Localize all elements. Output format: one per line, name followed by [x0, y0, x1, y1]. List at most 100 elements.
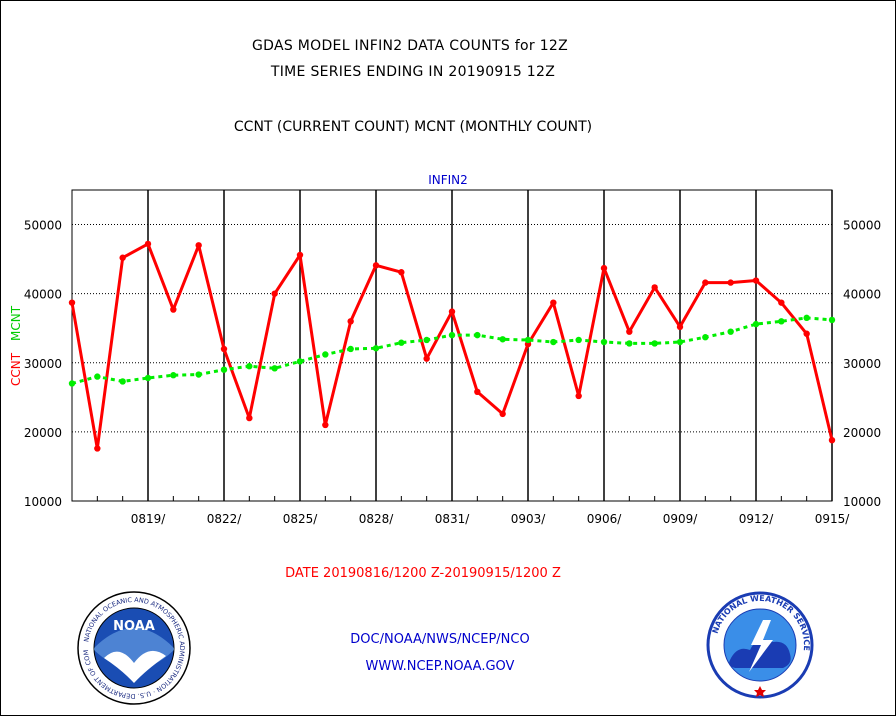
data-point-ccnt: [296, 251, 304, 259]
data-point-mcnt: [575, 336, 582, 344]
data-point-ccnt: [448, 308, 456, 315]
data-point-ccnt: [474, 388, 481, 396]
data-point-mcnt: [676, 338, 684, 346]
data-point-ccnt: [499, 410, 506, 418]
data-point-ccnt: [372, 262, 380, 269]
data-point-mcnt: [220, 366, 228, 373]
data-point-mcnt: [271, 365, 278, 372]
data-point-ccnt: [398, 269, 405, 276]
y-tick-label-right: 10000: [843, 495, 881, 509]
data-point-mcnt: [448, 331, 456, 339]
data-point-ccnt: [727, 279, 734, 286]
x-tick-label: 0819/: [131, 512, 167, 526]
x-tick-label: 0909/: [663, 512, 699, 526]
y-tick-label-right: 30000: [843, 357, 881, 371]
data-point-ccnt: [423, 355, 430, 362]
data-point-ccnt: [322, 421, 329, 429]
data-point-ccnt: [170, 306, 177, 313]
data-point-ccnt: [271, 290, 278, 297]
data-point-mcnt: [195, 371, 202, 378]
chart-title-line2: TIME SERIES ENDING IN 20190915 12Z: [270, 64, 556, 80]
y-tick-label-left: 40000: [24, 288, 62, 302]
data-point-mcnt: [246, 363, 253, 370]
data-point-mcnt: [499, 336, 506, 343]
data-point-ccnt: [550, 299, 557, 306]
y-tick-label-left: 30000: [24, 357, 62, 371]
x-tick-label: 0822/: [207, 512, 243, 526]
ylabel-ccnt: CCNT: [9, 352, 23, 386]
data-point-mcnt: [828, 316, 836, 324]
y-axis-label: CCNT MCNT: [9, 305, 23, 386]
y-tick-label-left: 20000: [24, 426, 62, 440]
data-point-mcnt: [600, 338, 608, 346]
data-point-mcnt: [423, 336, 430, 344]
data-point-ccnt: [828, 436, 836, 444]
data-point-mcnt: [372, 345, 380, 352]
ylabel-mcnt: MCNT: [9, 305, 23, 341]
y-tick-label-right: 50000: [843, 219, 881, 233]
data-point-mcnt: [347, 345, 354, 353]
star-icon: [754, 686, 766, 697]
data-point-ccnt: [347, 318, 354, 325]
data-point-ccnt: [68, 299, 76, 306]
data-point-ccnt: [651, 284, 658, 291]
data-point-ccnt: [94, 445, 101, 452]
data-point-mcnt: [94, 373, 101, 380]
x-tick-label: 0912/: [739, 512, 775, 526]
series-layer: [68, 240, 836, 452]
x-tick-label: 0828/: [359, 512, 395, 526]
y-tick-label-left: 50000: [24, 219, 62, 233]
x-tick-label: 0831/: [435, 512, 471, 526]
data-point-ccnt: [778, 299, 785, 306]
data-point-ccnt: [220, 345, 228, 353]
data-point-mcnt: [144, 374, 152, 382]
tick-layer: 10000 10000 20000 20000 30000 30000 40000 40000…: [24, 219, 881, 526]
data-point-ccnt: [676, 323, 684, 331]
chart-subtitle: CCNT (CURRENT COUNT) MCNT (MONTHLY COUNT…: [233, 119, 593, 135]
data-point-mcnt: [803, 314, 810, 322]
data-point-mcnt: [524, 336, 532, 344]
url-line[interactable]: WWW.NCEP.NOAA.GOV: [365, 659, 515, 674]
data-point-mcnt: [398, 339, 405, 346]
data-point-ccnt: [575, 392, 582, 400]
data-point-mcnt: [474, 331, 481, 339]
data-point-mcnt: [651, 340, 658, 347]
chart-area: INFIN2 CCNT MCNT 10000 10000 20000 20000 300…: [9, 173, 881, 526]
x-tick-label: 0825/: [283, 512, 319, 526]
y-tick-label-left: 10000: [24, 495, 62, 509]
data-point-mcnt: [778, 318, 785, 325]
panel-title: INFIN2: [428, 173, 468, 187]
chart-title-line1: GDAS MODEL INFIN2 DATA COUNTS for 12Z: [251, 38, 568, 54]
data-point-mcnt: [752, 320, 760, 328]
nws-logo: NATIONAL WEATHER SERVICE: [706, 591, 814, 699]
data-point-mcnt: [550, 338, 557, 346]
x-tick-label: 0906/: [587, 512, 623, 526]
data-point-ccnt: [702, 279, 709, 286]
org-line: DOC/NOAA/NWS/NCEP/NCO: [350, 632, 530, 647]
data-point-mcnt: [322, 351, 329, 358]
x-tick-label: 0903/: [511, 512, 547, 526]
data-point-mcnt: [702, 334, 709, 341]
data-point-mcnt: [119, 378, 126, 385]
data-point-mcnt: [296, 358, 304, 365]
data-point-ccnt: [144, 240, 152, 248]
data-point-ccnt: [119, 254, 126, 261]
data-point-ccnt: [752, 277, 760, 284]
data-point-ccnt: [600, 264, 608, 272]
data-point-mcnt: [727, 328, 734, 335]
data-point-mcnt: [170, 372, 177, 379]
data-point-mcnt: [626, 340, 633, 347]
noaa-logo-text: NOAA: [113, 619, 155, 634]
y-tick-label-right: 20000: [843, 426, 881, 440]
data-point-ccnt: [803, 330, 810, 337]
grid-layer: [71, 190, 833, 501]
data-point-ccnt: [626, 328, 633, 335]
date-range: DATE 20190816/1200 Z-20190915/1200 Z: [285, 566, 561, 581]
x-tick-label: 0915/: [815, 512, 851, 526]
noaa-logo: NOAA NATIONAL OCEANIC AND ATMOSPHERIC AD…: [74, 588, 191, 705]
plot-frame: [71, 189, 833, 502]
y-tick-label-right: 40000: [843, 288, 881, 302]
data-point-ccnt: [246, 414, 253, 422]
data-point-ccnt: [195, 242, 202, 249]
data-point-mcnt: [68, 380, 76, 387]
